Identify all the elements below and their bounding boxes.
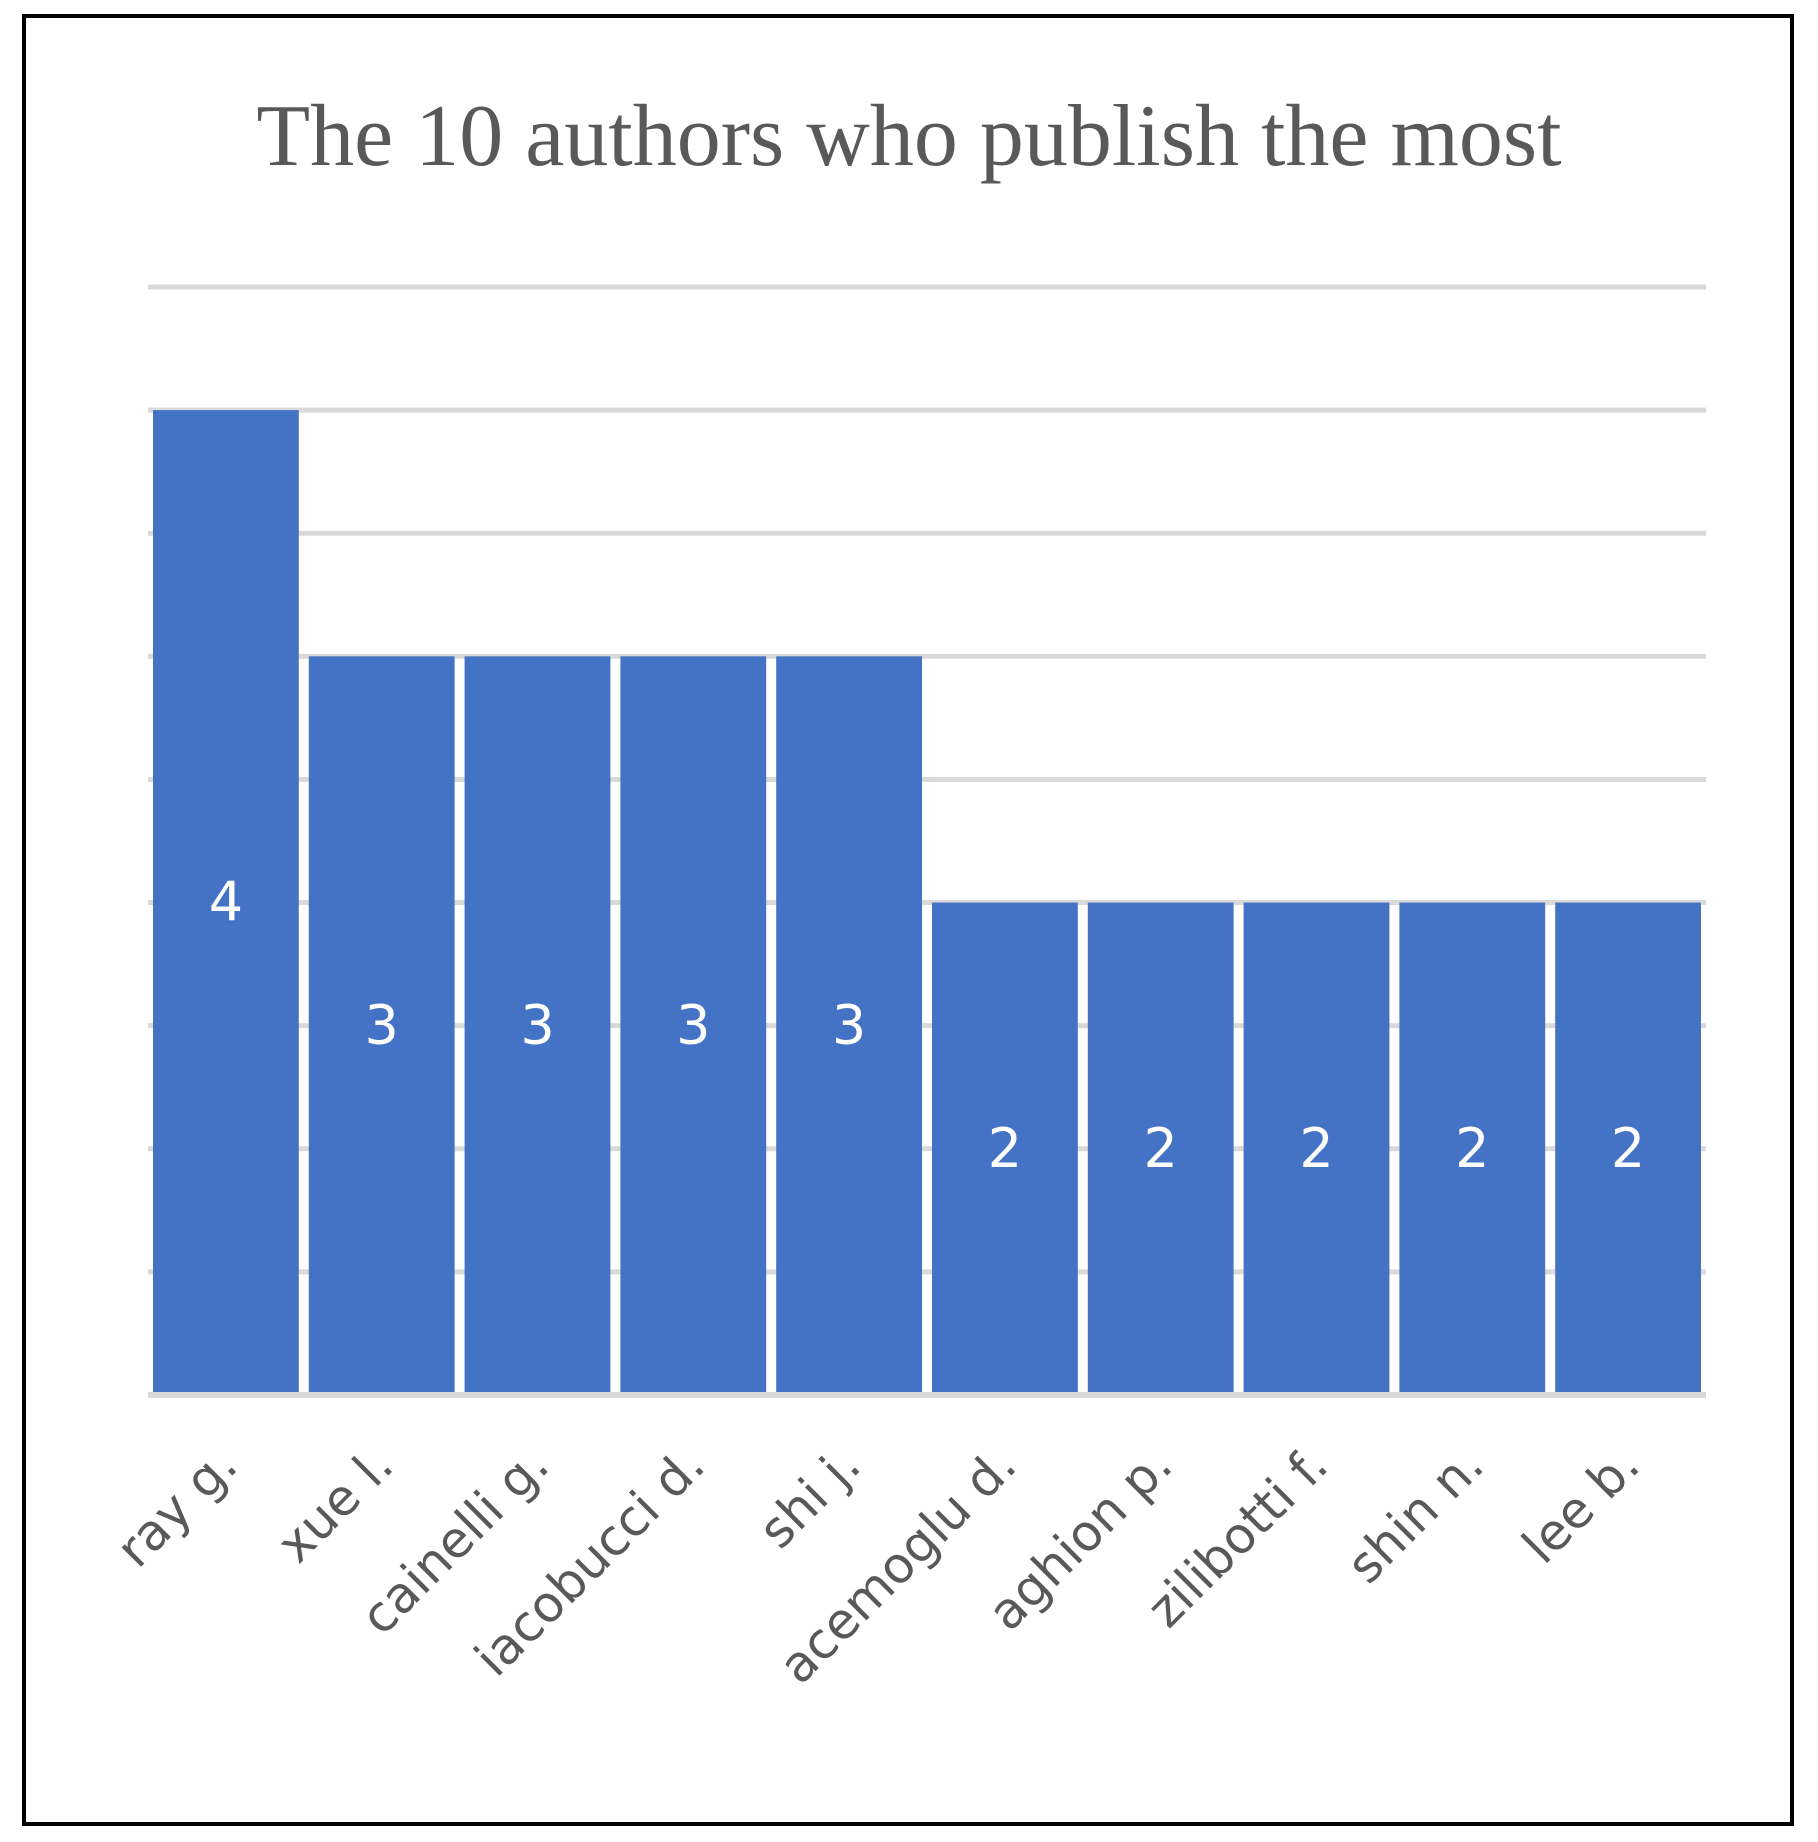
bar xyxy=(932,902,1078,1392)
data-label: 4 xyxy=(209,871,243,934)
category-label: shi j. xyxy=(748,1435,872,1559)
bar xyxy=(620,656,767,1392)
data-label: 3 xyxy=(676,994,710,1057)
data-label: 2 xyxy=(1455,1117,1489,1180)
data-label: 2 xyxy=(988,1117,1022,1180)
chart-title: The 10 authors who publish the most xyxy=(256,88,1561,185)
category-label: ray g. xyxy=(105,1435,248,1578)
data-label: 2 xyxy=(1144,1117,1178,1180)
bar xyxy=(1399,902,1546,1392)
data-label: 3 xyxy=(832,994,866,1057)
bar xyxy=(308,656,455,1392)
bar xyxy=(776,656,922,1392)
bar xyxy=(464,656,611,1392)
category-label: lee b. xyxy=(1511,1435,1650,1574)
category-labels: ray g. xue l.cainelli g.iacobucci d. shi j… xyxy=(105,1435,1650,1695)
category-label: xue l. xyxy=(266,1435,404,1573)
data-label: 3 xyxy=(520,994,554,1057)
category-label: shin n. xyxy=(1336,1435,1495,1594)
bar xyxy=(153,410,299,1393)
bars xyxy=(153,410,1701,1393)
bar xyxy=(1243,902,1390,1392)
bar xyxy=(1087,902,1234,1392)
data-label: 3 xyxy=(365,994,399,1057)
data-label: 2 xyxy=(1299,1117,1333,1180)
data-label: 2 xyxy=(1611,1117,1645,1180)
bar xyxy=(1555,902,1701,1392)
data-labels: 4 3 3 3 3 2 2 2 2 2 xyxy=(209,871,1646,1180)
